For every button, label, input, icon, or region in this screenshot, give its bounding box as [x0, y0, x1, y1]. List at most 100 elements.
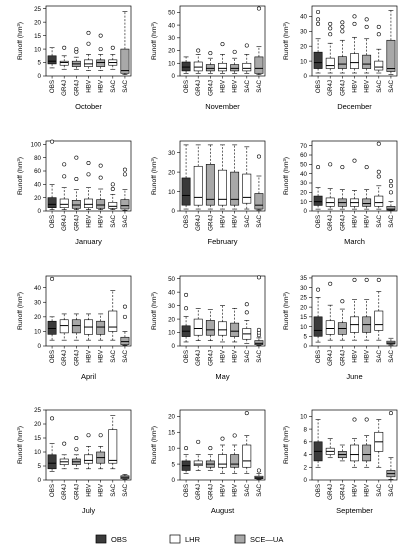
y-tick-label: 10	[168, 330, 175, 337]
x-tick-label: SAC	[376, 214, 383, 227]
x-tick-label: GR4J	[327, 484, 334, 500]
outlier-point	[316, 9, 321, 14]
x-tick-label: HBV	[86, 349, 93, 363]
plot-frame	[45, 409, 132, 481]
box-iqr	[313, 316, 323, 337]
outlier-point	[244, 411, 249, 416]
y-tick-label: 20	[300, 190, 307, 197]
box-iqr	[59, 198, 69, 208]
y-tick-label: 20	[34, 19, 41, 26]
y-tick-label: 20	[168, 48, 175, 55]
x-tick-label: OBS	[315, 80, 322, 93]
box-iqr	[181, 177, 191, 206]
box-iqr	[84, 198, 93, 208]
y-tick-label: 20	[34, 195, 41, 202]
y-tick-label: 25	[34, 6, 41, 13]
y-tick-label: 20	[34, 314, 41, 321]
x-tick-label: HBV	[352, 483, 359, 497]
box-iqr	[47, 454, 57, 470]
outlier-point	[74, 447, 79, 452]
y-tick-label: 0	[304, 73, 308, 80]
y-tick-label: 30	[168, 303, 175, 310]
outlier-point	[50, 276, 55, 281]
box-hbv: HBV	[362, 17, 372, 93]
x-tick-label: SAC	[110, 483, 117, 496]
y-tick-label: 40	[168, 289, 175, 296]
box-gr4j: GR4J	[193, 308, 203, 366]
x-tick-label: SAC	[256, 483, 263, 496]
box-iqr	[96, 59, 106, 67]
y-tick-label: 5	[172, 461, 176, 468]
box-iqr	[193, 460, 203, 466]
box-sac: SAC	[254, 154, 264, 228]
box-iqr	[120, 48, 130, 74]
box-obs: OBS	[313, 419, 323, 497]
x-tick-label: HBV	[352, 79, 359, 93]
box-iqr	[47, 197, 57, 208]
y-tick-label: 100	[31, 142, 42, 149]
x-tick-label: GR4J	[61, 350, 68, 366]
y-tick-label: 0	[38, 208, 42, 215]
y-tick-label: 30	[168, 35, 175, 42]
box-iqr	[193, 61, 203, 72]
outlier-point	[352, 14, 357, 19]
outlier-point	[98, 433, 103, 438]
x-tick-label: OBS	[49, 80, 56, 93]
y-tick-label: 40	[168, 22, 175, 29]
box-hbv: HBV	[96, 313, 106, 363]
x-tick-label: HBV	[364, 483, 371, 497]
y-tick-label: 15	[168, 429, 175, 436]
x-tick-label: SAC	[122, 214, 129, 227]
box-iqr	[254, 56, 264, 74]
x-tick-label: GR4J	[61, 80, 68, 96]
outlier-point	[328, 26, 333, 31]
legend-swatch-sce	[234, 534, 246, 544]
y-tick-label: 40	[34, 182, 41, 189]
y-tick-label: 30	[168, 150, 175, 157]
outlier-point	[196, 48, 201, 53]
outlier-point	[244, 302, 249, 307]
y-tick-label: 0	[172, 208, 176, 215]
y-tick-label: 35	[300, 275, 307, 282]
box-iqr	[374, 60, 384, 71]
outlier-point	[388, 190, 393, 195]
x-tick-label: GR4J	[207, 215, 214, 231]
y-tick-label: 0	[172, 343, 176, 350]
box-iqr	[108, 310, 118, 332]
box-iqr	[242, 444, 252, 468]
box-iqr	[242, 62, 252, 72]
panel-title: October	[75, 102, 102, 111]
outlier-point	[256, 275, 261, 280]
x-tick-label: HBV	[98, 79, 105, 93]
x-tick-label: GR4J	[61, 215, 68, 231]
y-tick-label: 0	[38, 343, 42, 350]
x-tick-label: OBS	[315, 215, 322, 228]
x-tick-label: SAC	[388, 214, 395, 227]
x-tick-label: HBV	[232, 79, 239, 93]
panel-title: January	[75, 237, 102, 246]
box-iqr	[120, 199, 130, 210]
x-tick-label: HBV	[232, 349, 239, 363]
x-tick-label: HBV	[98, 349, 105, 363]
y-tick-label: 5	[38, 463, 42, 470]
panel-march: 0 10 20 30 40 50 60 70 Runoff (hm³) OBS GR4J GR4J HB…	[283, 140, 398, 246]
box-sac: SAC	[120, 304, 130, 363]
x-tick-label: HBV	[98, 214, 105, 228]
y-axis-label: Runoff (hm³)	[17, 22, 24, 60]
box-iqr	[59, 319, 69, 334]
box-obs: OBS	[313, 287, 323, 363]
outlier-point	[256, 154, 261, 159]
box-hbv: HBV	[84, 30, 93, 93]
y-axis-label: Runoff (hm³)	[151, 292, 158, 330]
box-iqr	[218, 321, 227, 336]
y-tick-label: 0	[38, 477, 42, 484]
box-iqr	[47, 320, 57, 335]
x-tick-label: OBS	[183, 215, 190, 228]
x-tick-label: GR4J	[61, 484, 68, 500]
x-tick-label: SAC	[122, 79, 129, 92]
box-iqr	[59, 60, 69, 66]
outlier-point	[244, 43, 249, 48]
y-axis-label: Runoff (hm³)	[283, 292, 290, 330]
box-gr4j: GR4J	[337, 165, 347, 231]
